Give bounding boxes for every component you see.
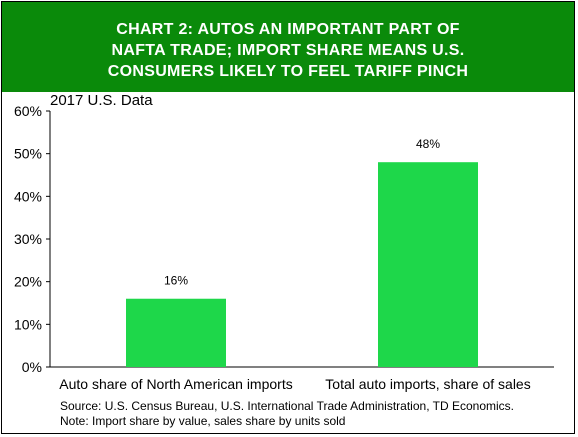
title-bar: CHART 2: AUTOS AN IMPORTANT PART OF NAFT…: [2, 2, 574, 92]
bar-chart: 0% 10% 20% 30% 40% 50% 60% 16% Auto share of Nor…: [14, 103, 554, 392]
category-label: Total auto imports, share of sales: [325, 376, 530, 392]
y-tick-label: 30%: [14, 231, 42, 247]
chart-title-line: CHART 2: AUTOS AN IMPORTANT PART OF: [116, 21, 460, 38]
chart-title-line: CONSUMERS LIKELY TO FEEL TARIFF PINCH: [107, 63, 469, 80]
category-label: Auto share of North American imports: [59, 376, 292, 392]
y-tick-label: 50%: [14, 146, 42, 162]
source-line: Source: U.S. Census Bureau, U.S. Interna…: [60, 399, 514, 413]
chart-title-line: NAFTA TRADE; IMPORT SHARE MEANS U.S.: [111, 42, 465, 59]
y-tick-label: 0%: [22, 359, 42, 375]
source-notes: Source: U.S. Census Bureau, U.S. Interna…: [60, 399, 514, 429]
data-label: 48%: [416, 137, 440, 151]
bar: [378, 162, 478, 367]
y-tick-label: 60%: [14, 103, 42, 119]
data-label: 16%: [164, 274, 188, 288]
y-tick-label: 20%: [14, 274, 42, 290]
chart-subtitle: 2017 U.S. Data: [50, 92, 153, 109]
y-tick-label: 40%: [14, 188, 42, 204]
y-tick-label: 10%: [14, 316, 42, 332]
note-line: Note: Import share by value, sales share…: [60, 414, 346, 428]
chart-title: CHART 2: AUTOS AN IMPORTANT PART OF NAFT…: [22, 19, 554, 82]
bar: [126, 298, 226, 367]
